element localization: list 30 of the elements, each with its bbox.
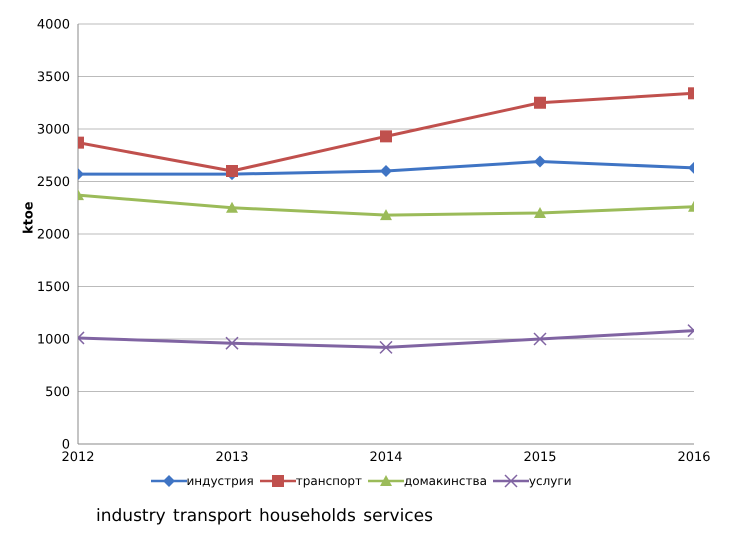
point <box>379 340 393 354</box>
point <box>534 96 546 109</box>
x-tick-label: 2016 <box>677 450 711 466</box>
point <box>226 165 238 177</box>
y-tick-label: 3500 <box>36 70 70 86</box>
point <box>533 332 547 346</box>
point <box>534 156 546 168</box>
y-axis-title: ktoe <box>22 201 37 234</box>
legend-label: услуги <box>528 474 572 488</box>
text: industry transport households services <box>95 506 434 526</box>
y-tick-label: 4000 <box>36 18 70 33</box>
x-tick-label: 2012 <box>61 450 95 466</box>
y-tick-label: 500 <box>45 385 70 400</box>
x-tick-label: 2014 <box>369 450 403 466</box>
point <box>380 165 392 177</box>
point <box>534 207 546 218</box>
point <box>225 336 239 350</box>
legend-label: домакинства <box>404 474 487 488</box>
x-tick-label: 2015 <box>523 450 557 466</box>
point <box>380 130 392 142</box>
y-tick-label: 2000 <box>36 228 70 243</box>
point <box>226 202 238 213</box>
y-tick-label: 1500 <box>36 280 70 296</box>
y-tick-label: 1000 <box>36 332 70 348</box>
point <box>380 209 392 220</box>
x-tick-label: 2013 <box>215 450 249 466</box>
y-tick-label: 2500 <box>36 175 70 190</box>
legend-label: индустрия <box>186 474 254 488</box>
legend-label: транспорт <box>296 474 362 488</box>
y-tick-label: 3000 <box>36 122 70 138</box>
